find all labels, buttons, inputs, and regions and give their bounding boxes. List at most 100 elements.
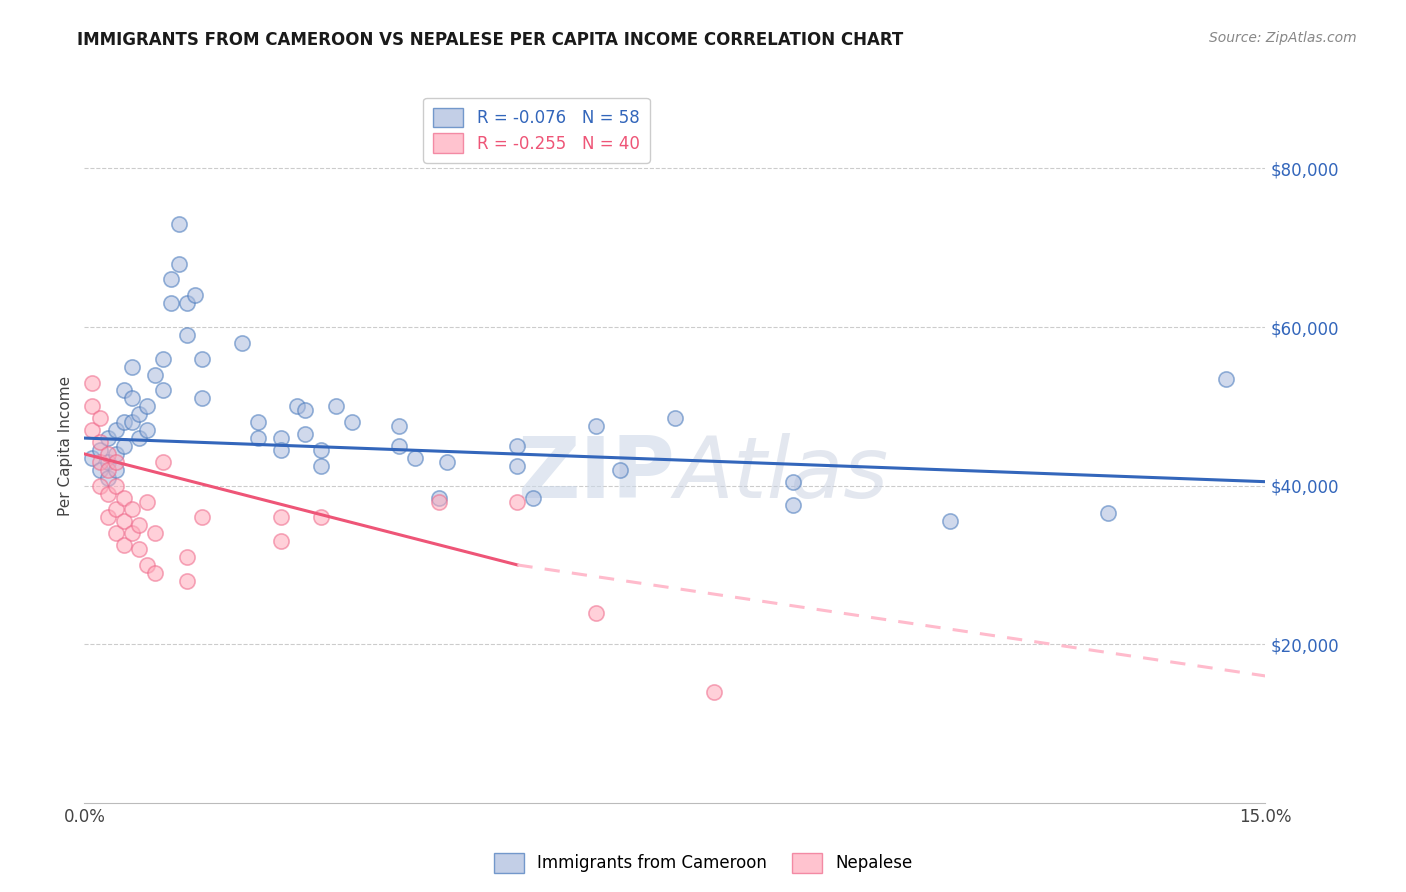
Point: [143, 566, 166, 580]
Point: [121, 392, 143, 406]
Point: [89, 411, 111, 425]
Point: [136, 400, 159, 414]
Point: [585, 606, 607, 620]
Point: [112, 514, 135, 528]
Point: [128, 518, 150, 533]
Point: [97, 486, 120, 500]
Point: [112, 491, 135, 505]
Point: [609, 463, 631, 477]
Point: [97, 471, 120, 485]
Point: [128, 407, 150, 421]
Point: [104, 463, 127, 477]
Point: [191, 351, 214, 366]
Point: [585, 419, 607, 434]
Point: [112, 384, 135, 398]
Text: Atlas: Atlas: [675, 433, 889, 516]
Point: [121, 502, 143, 516]
Point: [97, 510, 120, 524]
Legend: R = -0.076   N = 58, R = -0.255   N = 40: R = -0.076 N = 58, R = -0.255 N = 40: [423, 97, 650, 162]
Point: [112, 538, 135, 552]
Point: [136, 494, 159, 508]
Point: [309, 510, 332, 524]
Point: [506, 439, 529, 453]
Point: [104, 423, 127, 437]
Point: [160, 272, 183, 286]
Point: [82, 450, 104, 465]
Point: [128, 431, 150, 445]
Point: [231, 335, 253, 350]
Point: [506, 494, 529, 508]
Point: [97, 455, 120, 469]
Point: [89, 463, 111, 477]
Point: [191, 510, 214, 524]
Point: [104, 455, 127, 469]
Point: [325, 400, 347, 414]
Point: [294, 427, 316, 442]
Point: [183, 288, 205, 302]
Y-axis label: Per Capita Income: Per Capita Income: [58, 376, 73, 516]
Point: [388, 419, 411, 434]
Text: ZIP: ZIP: [517, 433, 675, 516]
Point: [112, 415, 135, 429]
Point: [121, 526, 143, 541]
Point: [388, 439, 411, 453]
Point: [152, 384, 174, 398]
Point: [121, 359, 143, 374]
Point: [82, 400, 104, 414]
Point: [104, 526, 127, 541]
Point: [506, 458, 529, 473]
Point: [176, 296, 198, 310]
Point: [152, 351, 174, 366]
Point: [270, 510, 292, 524]
Text: IMMIGRANTS FROM CAMEROON VS NEPALESE PER CAPITA INCOME CORRELATION CHART: IMMIGRANTS FROM CAMEROON VS NEPALESE PER…: [77, 31, 904, 49]
Point: [152, 455, 174, 469]
Point: [128, 542, 150, 557]
Point: [404, 450, 426, 465]
Point: [270, 431, 292, 445]
Point: [143, 526, 166, 541]
Point: [436, 455, 458, 469]
Point: [167, 217, 190, 231]
Point: [176, 574, 198, 588]
Point: [143, 368, 166, 382]
Point: [97, 447, 120, 461]
Point: [104, 478, 127, 492]
Point: [782, 499, 804, 513]
Legend: Immigrants from Cameroon, Nepalese: Immigrants from Cameroon, Nepalese: [486, 847, 920, 880]
Point: [136, 558, 159, 572]
Point: [97, 463, 120, 477]
Point: [82, 376, 104, 390]
Point: [285, 400, 308, 414]
Point: [160, 296, 183, 310]
Point: [112, 439, 135, 453]
Point: [664, 411, 686, 425]
Point: [309, 442, 332, 457]
Point: [89, 478, 111, 492]
Point: [121, 415, 143, 429]
Point: [703, 685, 725, 699]
Point: [522, 491, 544, 505]
Point: [294, 403, 316, 417]
Point: [136, 423, 159, 437]
Point: [427, 494, 450, 508]
Text: Source: ZipAtlas.com: Source: ZipAtlas.com: [1209, 31, 1357, 45]
Point: [176, 328, 198, 343]
Point: [104, 447, 127, 461]
Point: [427, 491, 450, 505]
Point: [176, 549, 198, 564]
Point: [246, 415, 269, 429]
Point: [82, 423, 104, 437]
Point: [1215, 371, 1237, 385]
Point: [104, 502, 127, 516]
Point: [167, 257, 190, 271]
Point: [309, 458, 332, 473]
Point: [89, 435, 111, 450]
Point: [191, 392, 214, 406]
Point: [89, 455, 111, 469]
Point: [270, 442, 292, 457]
Point: [1097, 507, 1119, 521]
Point: [939, 514, 962, 528]
Point: [782, 475, 804, 489]
Point: [89, 442, 111, 457]
Point: [246, 431, 269, 445]
